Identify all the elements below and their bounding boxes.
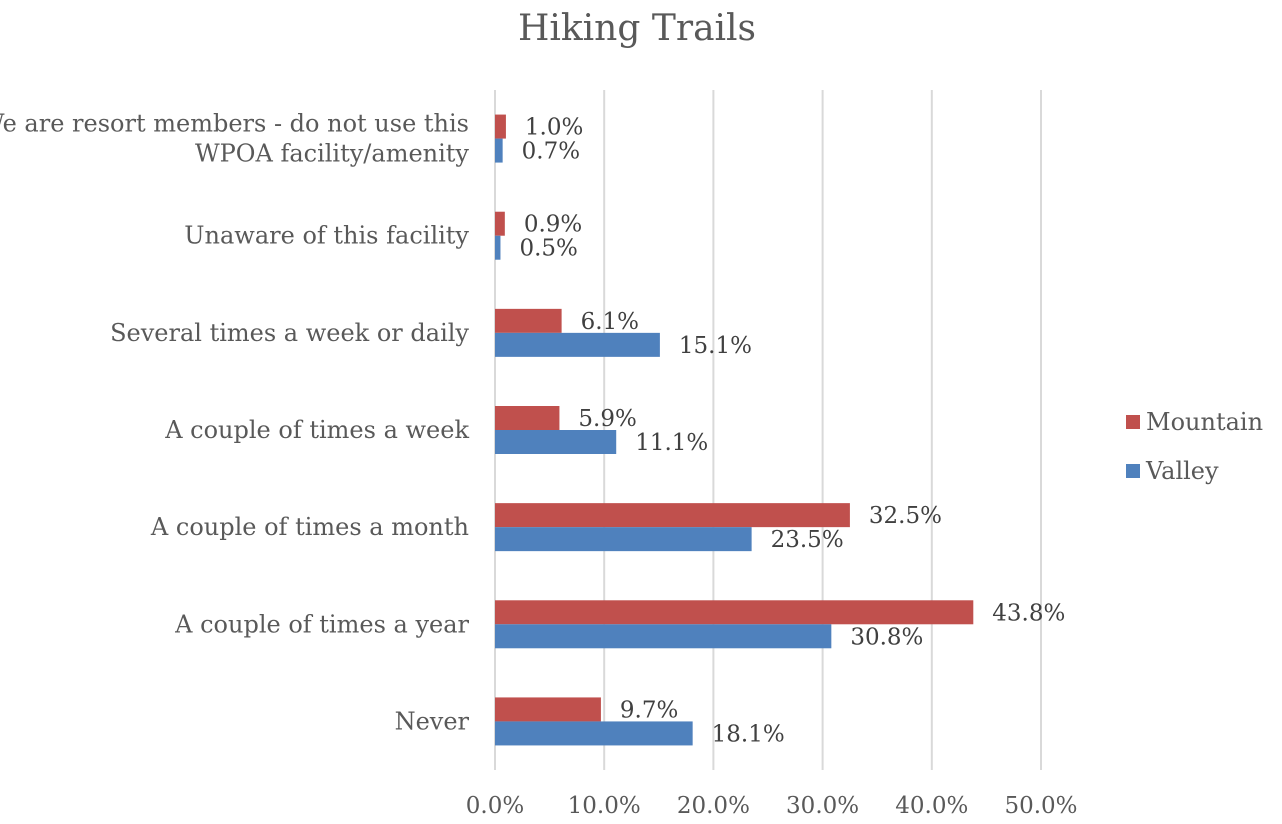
data-label: 0.9% (524, 212, 582, 238)
data-label: 9.7% (620, 697, 678, 723)
bar-mountain (495, 503, 850, 528)
data-label: 18.1% (712, 721, 785, 747)
chart-title: Hiking Trails (518, 8, 756, 49)
data-label: 5.9% (578, 406, 636, 432)
bar-mountain (495, 114, 506, 139)
bars (495, 114, 974, 746)
x-axis-ticks: 0.0% 10.0% 20.0% 30.0% 40.0% 50.0% (466, 793, 1078, 819)
bar-valley (495, 430, 617, 454)
bar-mountain (495, 406, 560, 430)
bar-mountain (495, 697, 601, 722)
category-label: Several times a week or daily (110, 319, 469, 347)
bar-mountain (495, 600, 974, 625)
category-label: Unaware of this facility (184, 222, 469, 250)
x-tick-label: 50.0% (1004, 793, 1077, 819)
category-label: We are resort members - do not use this (0, 110, 469, 138)
category-label: A couple of times a month (150, 513, 469, 541)
data-label: 30.8% (850, 624, 923, 650)
data-label: 43.8% (992, 600, 1065, 626)
legend-swatch-mountain (1126, 415, 1140, 429)
bar-valley (495, 721, 693, 746)
data-label: 6.1% (581, 309, 639, 335)
legend-swatch-valley (1126, 464, 1140, 478)
data-label: 15.1% (679, 333, 752, 359)
bar-valley (495, 332, 660, 357)
category-label: A couple of times a week (164, 416, 469, 444)
x-tick-label: 30.0% (786, 793, 859, 819)
bar-valley (495, 624, 832, 649)
category-label: WPOA facility/amenity (195, 140, 469, 168)
data-label: 0.5% (519, 236, 577, 262)
legend: Mountain Valley (1126, 408, 1263, 485)
category-labels: We are resort members - do not use thisW… (0, 110, 470, 736)
bar-valley (495, 138, 503, 163)
bar-valley (495, 235, 501, 260)
bar-mountain (495, 211, 505, 236)
x-tick-label: 40.0% (895, 793, 968, 819)
bar-valley (495, 527, 752, 552)
legend-label: Mountain (1146, 408, 1263, 436)
category-label: A couple of times a year (174, 610, 469, 638)
bar-mountain (495, 308, 562, 333)
legend-label: Valley (1145, 457, 1219, 485)
gridlines (494, 90, 1042, 770)
data-label: 32.5% (869, 503, 942, 529)
data-labels: 1.0%0.7% 0.9%0.5% 6.1% 15.1% 5.9%11.1% 32.5% 2… (519, 115, 1065, 748)
x-tick-label: 0.0% (466, 793, 524, 819)
category-label: Never (395, 707, 470, 735)
x-tick-label: 10.0% (568, 793, 641, 819)
x-tick-label: 20.0% (677, 793, 750, 819)
data-label: 1.0% (525, 115, 583, 141)
data-label: 23.5% (771, 527, 844, 553)
data-label: 11.1% (635, 430, 708, 456)
data-label: 0.7% (522, 139, 580, 165)
